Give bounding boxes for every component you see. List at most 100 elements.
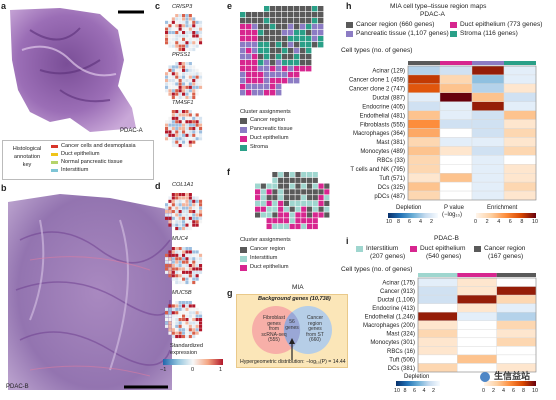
mapc0-spot <box>188 27 192 31</box>
mapd1-spot <box>168 250 172 254</box>
cluster-map-a-spot <box>288 6 294 12</box>
region-swatch-duct-b <box>410 246 417 252</box>
panel-label-e: e <box>227 1 233 11</box>
venn-left-line-0: Fibroblast <box>263 315 285 321</box>
mapc2-spot <box>185 116 189 120</box>
heatmap-b-cell-7-2 <box>496 337 537 347</box>
cluster-map-b-spot <box>283 200 290 207</box>
venn-middle-label: 56 genes <box>282 319 302 331</box>
mapd2-spot <box>168 307 172 311</box>
mapc1-spot <box>178 65 182 69</box>
cluster-map-a-spot <box>294 36 300 42</box>
mapd2-spot <box>175 321 179 325</box>
heatmap-b-enrichment-tick-3: 6 <box>512 388 515 394</box>
mapd0-spot <box>175 196 179 200</box>
mapc0-spot <box>188 37 192 41</box>
key-swatch-normal <box>51 161 58 164</box>
cluster-map-a-spot <box>252 72 258 78</box>
cluster-map-b-spot <box>295 172 301 178</box>
mapd2-spot <box>175 324 179 328</box>
mapd0-spot <box>171 203 175 207</box>
cluster-map-a-spot <box>270 84 276 90</box>
mapc1-spot <box>185 96 189 100</box>
mapc1-spot <box>175 62 179 66</box>
cluster-map-a-spot <box>282 48 288 54</box>
mapc2-spot <box>171 137 175 141</box>
mapd1-spot <box>185 277 189 281</box>
mapd2-spot <box>188 304 192 308</box>
cluster-map-a-spot <box>282 42 288 48</box>
venn-mid-line-0: 56 <box>289 319 295 325</box>
mapd0-spot <box>199 220 203 224</box>
cluster-map-b-spot <box>295 200 301 207</box>
mapc1-spot <box>171 82 175 86</box>
heatmap-b-border <box>417 277 537 373</box>
mapc1-spot <box>192 96 196 100</box>
mapc1-spot <box>171 65 175 69</box>
mapd2-spot <box>182 314 186 318</box>
cluster-map-a-spot <box>240 72 246 78</box>
mapd2-spot <box>171 328 175 332</box>
mapc1-spot <box>171 89 175 93</box>
heatmap-b-column-header-2 <box>496 273 536 277</box>
mapc1-spot <box>185 68 189 72</box>
mapc1-spot <box>168 85 172 89</box>
cluster-map-a-spot <box>270 66 276 72</box>
cluster-map-a-spot <box>294 78 300 84</box>
mapc1-spot <box>178 89 182 93</box>
mapd0-spot <box>195 213 199 217</box>
mapc2-spot <box>188 144 192 148</box>
mapd0-spot <box>182 213 186 217</box>
mapc0-spot <box>188 44 192 48</box>
cluster-map-a-spot <box>282 72 288 78</box>
mapc0-spot <box>175 41 179 45</box>
mapc2-spot <box>175 144 179 148</box>
mapc2-spot <box>188 116 192 120</box>
mapc1-spot <box>188 96 192 100</box>
mapc1-spot <box>185 79 189 83</box>
mapd0-spot <box>171 220 175 224</box>
cluster-map-b-spot <box>272 189 278 195</box>
heatmap-b-column-header-1 <box>457 273 497 277</box>
mapd1-spot <box>199 253 203 257</box>
cluster-map-b-spot <box>266 218 272 224</box>
cluster-map-b-spot <box>295 206 301 212</box>
mapd0-spot <box>178 223 182 227</box>
heatmap-b-cell-1-2 <box>496 286 537 296</box>
mapc2-spot <box>168 116 172 120</box>
cluster-map-b-spot <box>306 177 313 183</box>
mapc2-spot <box>165 127 169 131</box>
mapc1-spot <box>165 79 169 83</box>
mapc2-spot <box>178 116 182 120</box>
mapc1-spot <box>178 85 182 89</box>
heatmap-a-row-label-0: Acinar (129) <box>372 69 405 75</box>
cluster-map-a-spot <box>246 24 252 30</box>
cluster-map-a-spot <box>276 66 282 72</box>
venn-right-line-2: genes <box>308 326 322 333</box>
mapc2-spot <box>185 123 189 127</box>
mapc0-spot <box>165 37 169 41</box>
mapc2-spot <box>171 140 175 144</box>
heatmap-a-pvalue-unit: (−log₁₀) <box>442 212 463 218</box>
mapc1-spot <box>175 65 179 69</box>
mapd0-spot <box>199 213 203 217</box>
heatmap-a-row-label-11: T cells and NK (795) <box>350 167 405 173</box>
mapd0-spot <box>182 210 186 214</box>
cluster-map-b-spot <box>324 195 330 201</box>
mapc1-spot <box>171 68 175 72</box>
cluster-map-a-spot <box>318 30 324 36</box>
mapc1-spot <box>168 65 172 69</box>
cluster-map-a-spot <box>306 24 312 30</box>
mapc0-spot <box>171 27 175 31</box>
heatmap-a-enrichment-bar <box>476 213 536 218</box>
cluster-map-b-spot <box>266 223 272 230</box>
mapd1-spot <box>178 267 182 271</box>
mapc1-spot <box>168 75 172 79</box>
mapd1-spot <box>182 281 186 285</box>
cluster-map-a-spot <box>264 42 270 48</box>
mapd0-spot <box>195 206 199 210</box>
mapd1-spot <box>195 270 199 274</box>
mapd1-spot <box>188 253 192 257</box>
mapd1-spot <box>188 281 192 285</box>
